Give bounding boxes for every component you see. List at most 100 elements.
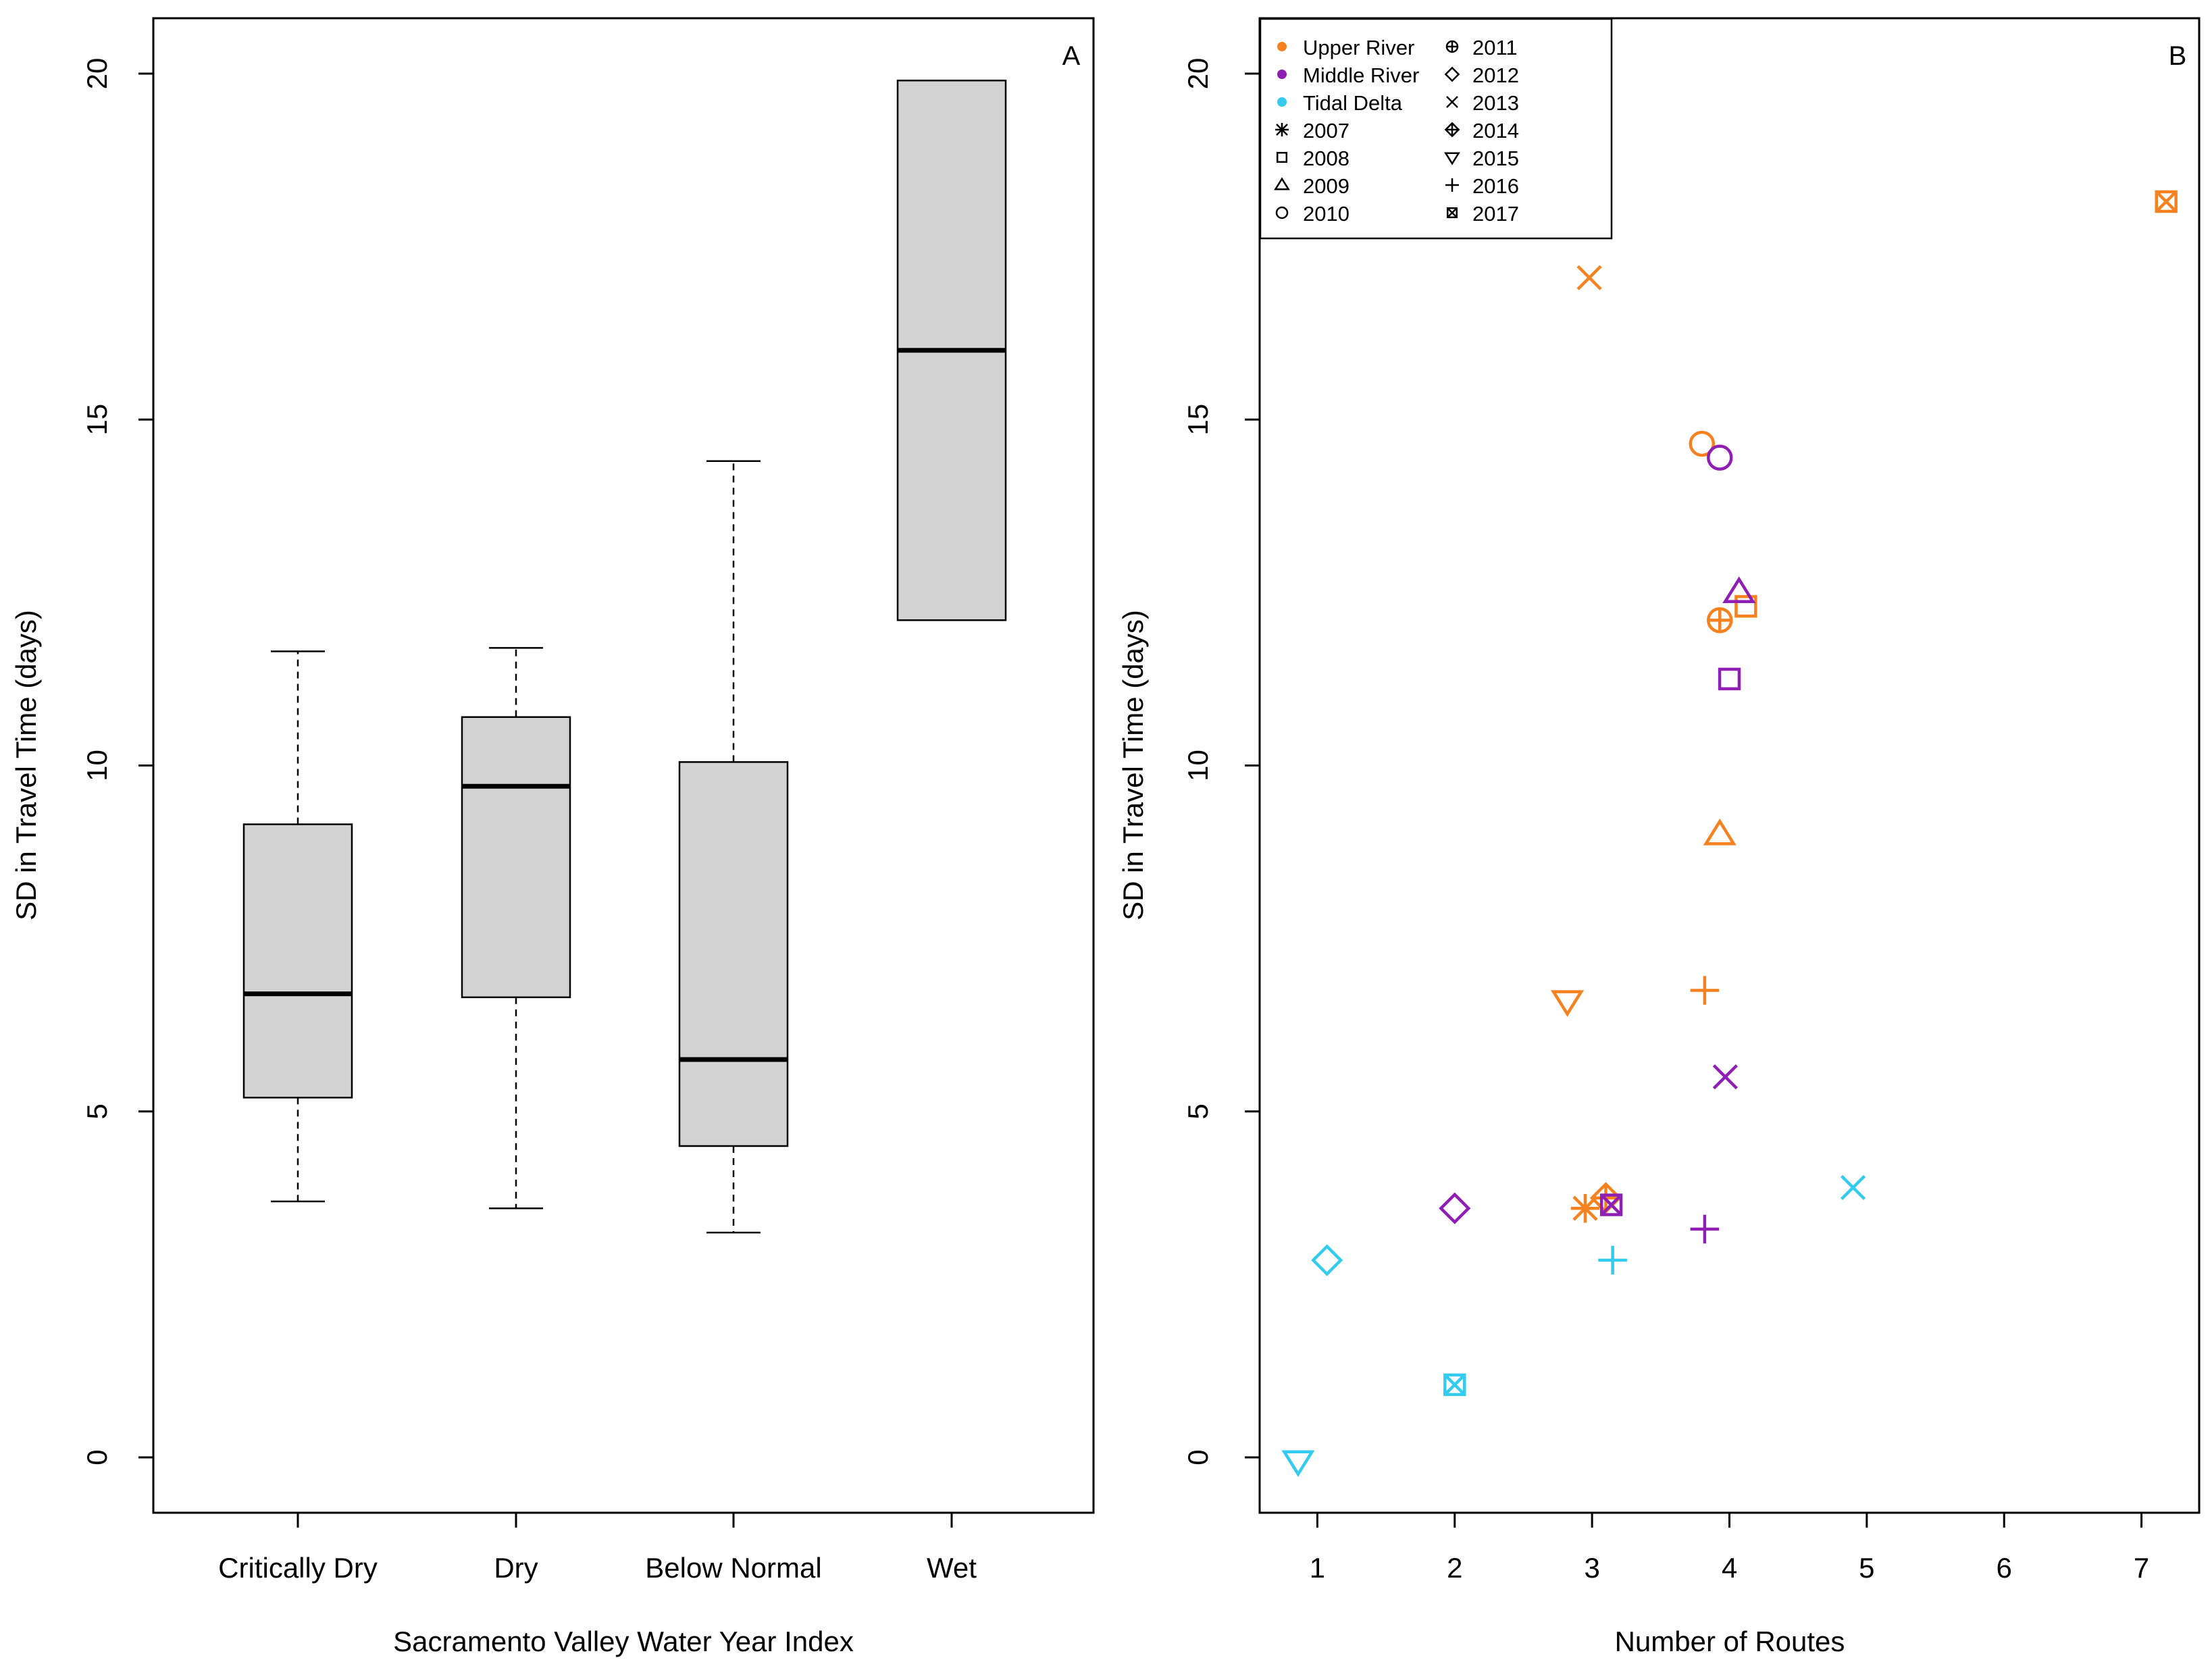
x-tick-label: 2 bbox=[1447, 1552, 1462, 1584]
legend-item-2017: 2017 bbox=[1446, 202, 1519, 226]
box-iqr bbox=[678, 761, 789, 1147]
symbol-dot bbox=[1277, 70, 1287, 79]
legend-item-2008: 2008 bbox=[1276, 147, 1349, 170]
legend-label: 2010 bbox=[1303, 202, 1349, 226]
legend-symbol-square-cross bbox=[1446, 207, 1458, 219]
legend-symbol-square bbox=[1276, 151, 1288, 163]
point-upper-river-2017 bbox=[2155, 190, 2178, 213]
y-tick-label: 20 bbox=[81, 58, 113, 90]
legend-label: 2014 bbox=[1472, 119, 1519, 142]
panel-b-points bbox=[1281, 190, 2178, 1478]
x-tick-label: Critically Dry bbox=[218, 1552, 378, 1584]
y-tick-label: 15 bbox=[81, 404, 113, 436]
legend-label: 2016 bbox=[1472, 174, 1519, 198]
symbol-diamond bbox=[1439, 1192, 1471, 1224]
legend-item-2012: 2012 bbox=[1444, 63, 1519, 87]
point-upper-river-2009 bbox=[1703, 819, 1737, 846]
y-tick-label: 0 bbox=[1182, 1449, 1214, 1465]
panel-b-x-axis-title: Number of Routes bbox=[1615, 1626, 1845, 1657]
symbol-diamond bbox=[1311, 1244, 1343, 1276]
panel-b-y-axis: 0 5 10 15 20 bbox=[1182, 58, 1261, 1465]
symbol-triangle-down bbox=[1550, 990, 1585, 1017]
symbol-diamond bbox=[1444, 66, 1460, 82]
legend-symbol-circle bbox=[1275, 206, 1289, 219]
point-middle-river-2012 bbox=[1439, 1192, 1471, 1224]
point-tidal-delta-2015 bbox=[1281, 1450, 1315, 1478]
legend-item-2007: 2007 bbox=[1275, 119, 1349, 142]
legend-label: 2009 bbox=[1303, 174, 1349, 198]
y-tick-label: 15 bbox=[1182, 404, 1214, 436]
symbol-square bbox=[1734, 595, 1757, 618]
y-tick-label: 5 bbox=[1182, 1103, 1214, 1119]
symbol-stroke bbox=[1576, 265, 1602, 290]
legend-item-2011: 2011 bbox=[1445, 36, 1518, 59]
legend-item-upper-river: Upper River bbox=[1277, 36, 1414, 59]
legend-label: 2007 bbox=[1303, 119, 1349, 142]
panel-a-letter: A bbox=[1062, 41, 1081, 71]
legend-symbol-asterisk bbox=[1275, 123, 1289, 136]
legend-label: 2011 bbox=[1472, 36, 1518, 59]
panel-b-plot-frame bbox=[1258, 17, 2201, 1514]
x-tick-label: 6 bbox=[1997, 1552, 2012, 1584]
panel-b-y-axis-title: SD in Travel Time (days) bbox=[1117, 610, 1149, 920]
point-middle-river-2017 bbox=[1599, 1193, 1623, 1216]
panel-a-x-axis: Critically Dry Dry Below Normal Wet bbox=[218, 1511, 977, 1584]
symbol-stroke bbox=[1840, 1174, 1866, 1201]
symbol-square bbox=[2155, 190, 2178, 213]
point-tidal-delta-2013 bbox=[1840, 1174, 1866, 1201]
panel-b-letter: B bbox=[2169, 41, 2187, 71]
symbol-stroke bbox=[1446, 96, 1458, 108]
y-tick-label: 5 bbox=[81, 1103, 113, 1119]
legend-symbol-cross bbox=[1446, 96, 1458, 108]
panel-a-boxes bbox=[242, 79, 1007, 1234]
y-tick-label: 10 bbox=[1182, 750, 1214, 781]
x-tick-label: Dry bbox=[494, 1552, 538, 1584]
symbol-triangle bbox=[1703, 819, 1737, 846]
legend-label: 2012 bbox=[1472, 63, 1519, 87]
legend-symbol-triangle bbox=[1274, 177, 1290, 190]
x-tick-label: 3 bbox=[1584, 1552, 1599, 1584]
symbol-stroke bbox=[1600, 1194, 1622, 1216]
point-middle-river-2016 bbox=[1690, 1214, 1720, 1244]
legend-symbol-circle-plus bbox=[1445, 40, 1459, 53]
symbol-square bbox=[1718, 667, 1741, 691]
point-tidal-delta-2012 bbox=[1311, 1244, 1343, 1276]
symbol-stroke bbox=[2155, 190, 2178, 213]
legend-item-2010: 2010 bbox=[1275, 202, 1349, 226]
symbol-circle bbox=[1707, 444, 1733, 471]
box-iqr bbox=[242, 823, 353, 1099]
box-dry bbox=[461, 647, 571, 1210]
panel-a-x-axis-title: Sacramento Valley Water Year Index bbox=[393, 1626, 854, 1657]
point-middle-river-2013 bbox=[1712, 1064, 1738, 1090]
legend-symbol-diamond-plus bbox=[1444, 122, 1460, 138]
point-upper-river-2010 bbox=[1689, 430, 1716, 457]
point-middle-river-2009 bbox=[1722, 576, 1756, 604]
legend-item-2014: 2014 bbox=[1444, 119, 1519, 142]
y-tick-label: 10 bbox=[81, 750, 113, 781]
x-tick-label: Below Normal bbox=[645, 1552, 821, 1584]
legend-item-2016: 2016 bbox=[1445, 174, 1519, 198]
symbol-stroke bbox=[1712, 1064, 1738, 1090]
point-upper-river-2015 bbox=[1550, 990, 1585, 1017]
legend-label: 2008 bbox=[1303, 147, 1349, 170]
symbol-circle bbox=[1689, 430, 1716, 457]
legend-color-swatch bbox=[1277, 42, 1287, 51]
legend-symbol-triangle-down bbox=[1444, 152, 1460, 165]
point-tidal-delta-2017 bbox=[1443, 1373, 1466, 1397]
panel-b-scatter: 0 5 10 15 20 1 2 3 4 5 6 7 Upper River Middle River… bbox=[1117, 17, 2201, 1657]
symbol-stroke bbox=[1443, 1374, 1466, 1396]
legend-symbol-diamond bbox=[1444, 66, 1460, 82]
legend-item-2009: 2009 bbox=[1274, 174, 1349, 198]
legend-label: Middle River bbox=[1303, 63, 1419, 87]
symbol-square bbox=[1443, 1373, 1466, 1397]
panel-b-x-axis: 1 2 3 4 5 6 7 bbox=[1310, 1511, 2149, 1584]
legend-label: 2015 bbox=[1472, 147, 1519, 170]
point-upper-river-2013 bbox=[1576, 265, 1602, 290]
legend-symbol-plus bbox=[1445, 178, 1459, 192]
panel-a-y-axis-title: SD in Travel Time (days) bbox=[10, 610, 42, 920]
legend-item-2013: 2013 bbox=[1446, 91, 1519, 115]
point-upper-river-2008 bbox=[1734, 595, 1757, 618]
box-wet bbox=[896, 79, 1007, 621]
x-tick-label: 5 bbox=[1859, 1552, 1874, 1584]
legend-label: Upper River bbox=[1303, 36, 1414, 59]
